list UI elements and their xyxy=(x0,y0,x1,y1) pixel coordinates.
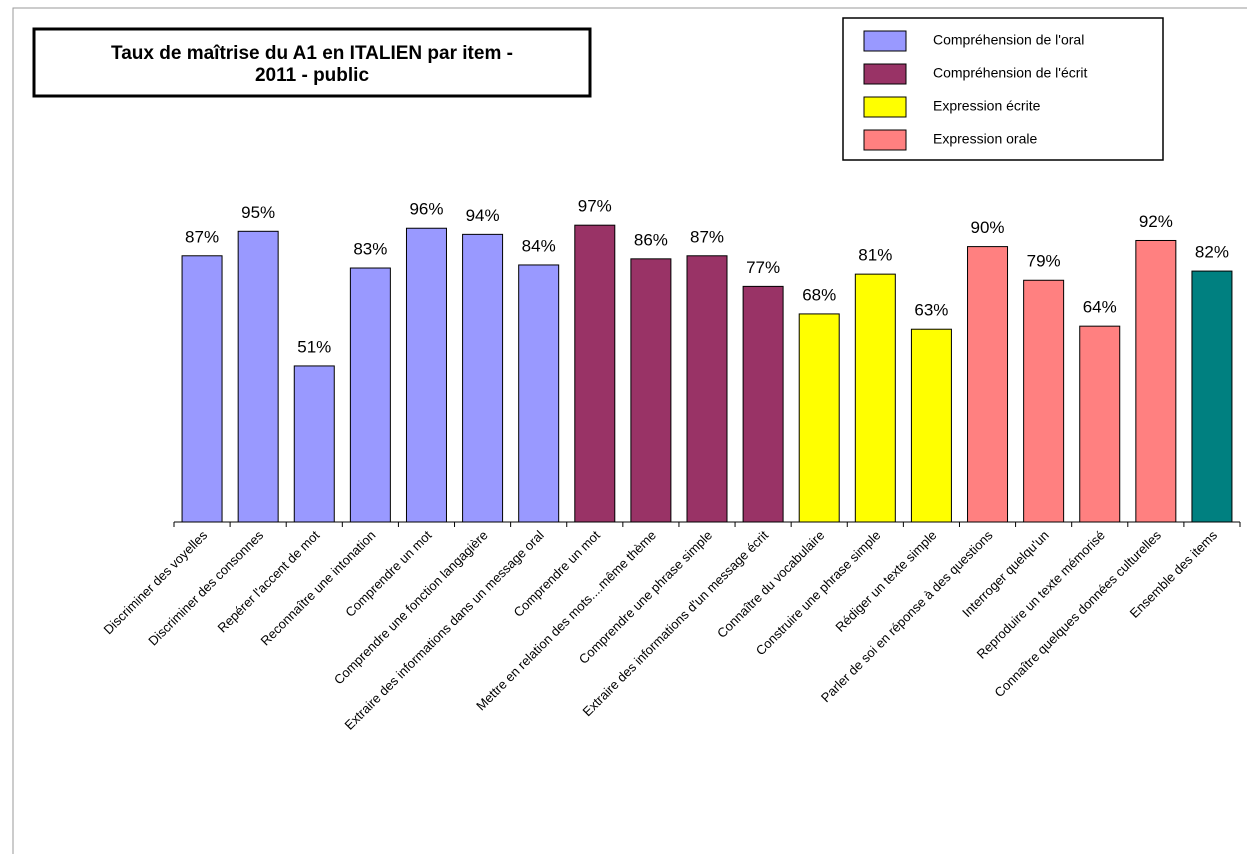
legend-label: Expression écrite xyxy=(933,98,1041,114)
chart-title: Taux de maîtrise du A1 en ITALIEN par it… xyxy=(111,43,513,64)
x-tick-label: Reconnaître une intonation xyxy=(257,528,378,649)
bar xyxy=(293,365,335,523)
bar xyxy=(854,273,896,523)
bar xyxy=(798,313,840,523)
bar xyxy=(349,267,391,523)
value-label: 81% xyxy=(858,246,892,265)
x-tick-label: Discriminer des consonnes xyxy=(145,527,266,648)
bar xyxy=(630,258,672,523)
bar xyxy=(405,227,447,523)
x-tick-label: Extraire des informations dans un messag… xyxy=(342,527,547,732)
legend-swatch xyxy=(863,63,907,85)
bar xyxy=(1135,239,1177,523)
bar xyxy=(1191,270,1233,523)
legend-swatch xyxy=(863,30,907,52)
value-label: 82% xyxy=(1195,243,1229,262)
value-label: 84% xyxy=(522,236,556,255)
bar xyxy=(574,224,616,523)
value-label: 63% xyxy=(914,301,948,320)
chart-subtitle: 2011 - public xyxy=(255,65,369,86)
bar xyxy=(742,285,784,523)
value-label: 92% xyxy=(1139,212,1173,231)
bar xyxy=(1023,279,1065,523)
legend-label: Compréhension de l'écrit xyxy=(933,65,1088,81)
legend-label: Expression orale xyxy=(933,131,1037,147)
bar xyxy=(686,255,728,523)
x-tick-label: Repérer l'accent de mot xyxy=(214,527,322,635)
value-label: 97% xyxy=(578,197,612,216)
bar xyxy=(462,233,504,523)
legend-swatch xyxy=(863,129,907,151)
legend-label: Compréhension de l'oral xyxy=(933,32,1084,48)
value-label: 83% xyxy=(353,240,387,259)
bar xyxy=(518,264,560,523)
value-label: 87% xyxy=(185,227,219,246)
value-label: 87% xyxy=(690,227,724,246)
value-label: 96% xyxy=(409,200,443,219)
legend-swatch xyxy=(863,96,907,118)
bar xyxy=(1079,325,1121,523)
value-label: 51% xyxy=(297,337,331,356)
value-label: 94% xyxy=(466,206,500,225)
value-label: 64% xyxy=(1083,298,1117,317)
x-tick-label: Rédiger un texte simple xyxy=(832,528,939,635)
bar xyxy=(967,246,1009,523)
x-tick-label: Connaître du vocabulaire xyxy=(714,528,827,641)
bar xyxy=(181,255,223,523)
value-label: 90% xyxy=(971,218,1005,237)
bar xyxy=(910,328,952,523)
bar xyxy=(237,230,279,523)
value-label: 95% xyxy=(241,203,275,222)
value-label: 68% xyxy=(802,285,836,304)
value-label: 86% xyxy=(634,230,668,249)
title-box xyxy=(32,27,592,98)
x-tick-label: Discriminer des voyelles xyxy=(100,527,210,637)
value-label: 77% xyxy=(746,258,780,277)
chart-border xyxy=(12,7,1247,854)
value-label: 79% xyxy=(1027,252,1061,271)
